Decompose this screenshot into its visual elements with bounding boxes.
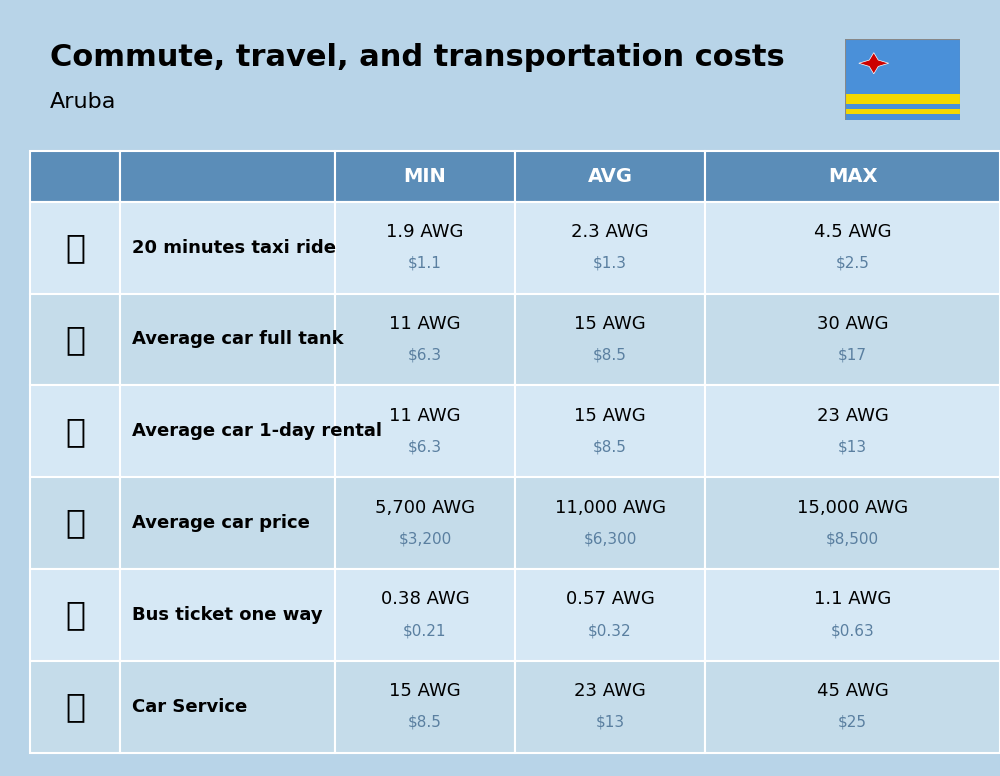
Text: $6,300: $6,300: [583, 532, 637, 546]
Text: 30 AWG: 30 AWG: [817, 315, 888, 333]
Text: $13: $13: [595, 715, 625, 729]
Bar: [845, 109, 960, 114]
Text: 🚌: 🚌: [65, 598, 85, 632]
Text: 15 AWG: 15 AWG: [574, 315, 646, 333]
Bar: [845, 94, 960, 104]
Text: 11,000 AWG: 11,000 AWG: [555, 499, 666, 517]
Text: Car Service: Car Service: [132, 698, 247, 715]
Text: 5,700 AWG: 5,700 AWG: [375, 499, 475, 517]
Text: $2.5: $2.5: [836, 256, 869, 271]
Text: 0.38 AWG: 0.38 AWG: [381, 591, 469, 608]
Text: $17: $17: [838, 348, 867, 362]
Text: 45 AWG: 45 AWG: [817, 682, 888, 700]
Text: MAX: MAX: [828, 167, 877, 186]
Text: 🛠: 🛠: [65, 691, 85, 723]
Text: Average car full tank: Average car full tank: [132, 331, 344, 348]
Text: Average car 1-day rental: Average car 1-day rental: [132, 422, 382, 440]
Text: 23 AWG: 23 AWG: [817, 407, 888, 424]
Text: 11 AWG: 11 AWG: [389, 407, 461, 424]
Text: AVG: AVG: [588, 167, 633, 186]
Text: $8.5: $8.5: [408, 715, 442, 729]
Text: $1.3: $1.3: [593, 256, 627, 271]
Text: 🚙: 🚙: [65, 415, 85, 448]
Text: 2.3 AWG: 2.3 AWG: [571, 223, 649, 241]
Text: ⛽: ⛽: [65, 323, 85, 356]
Text: Aruba: Aruba: [50, 92, 116, 112]
Text: 1.1 AWG: 1.1 AWG: [814, 591, 891, 608]
Text: MIN: MIN: [404, 167, 446, 186]
Text: 15 AWG: 15 AWG: [574, 407, 646, 424]
Text: 0.57 AWG: 0.57 AWG: [566, 591, 654, 608]
Text: 🚕: 🚕: [65, 231, 85, 264]
Text: $8,500: $8,500: [826, 532, 879, 546]
Text: 4.5 AWG: 4.5 AWG: [814, 223, 891, 241]
Text: $0.21: $0.21: [403, 623, 447, 638]
Polygon shape: [859, 53, 889, 74]
Text: $8.5: $8.5: [593, 439, 627, 454]
Text: $6.3: $6.3: [408, 439, 442, 454]
Text: $8.5: $8.5: [593, 348, 627, 362]
Text: $0.63: $0.63: [831, 623, 874, 638]
Text: Bus ticket one way: Bus ticket one way: [132, 606, 323, 624]
Text: 1.9 AWG: 1.9 AWG: [386, 223, 464, 241]
Text: 20 minutes taxi ride: 20 minutes taxi ride: [132, 239, 336, 257]
Text: 23 AWG: 23 AWG: [574, 682, 646, 700]
Text: 🚗: 🚗: [65, 507, 85, 539]
Text: $0.32: $0.32: [588, 623, 632, 638]
Text: $1.1: $1.1: [408, 256, 442, 271]
Text: Commute, travel, and transportation costs: Commute, travel, and transportation cost…: [50, 43, 785, 71]
Text: $25: $25: [838, 715, 867, 729]
Text: 11 AWG: 11 AWG: [389, 315, 461, 333]
Text: Average car price: Average car price: [132, 514, 310, 532]
Text: $6.3: $6.3: [408, 348, 442, 362]
Text: 15 AWG: 15 AWG: [389, 682, 461, 700]
Text: $13: $13: [838, 439, 867, 454]
Text: 15,000 AWG: 15,000 AWG: [797, 499, 908, 517]
Text: $3,200: $3,200: [398, 532, 452, 546]
